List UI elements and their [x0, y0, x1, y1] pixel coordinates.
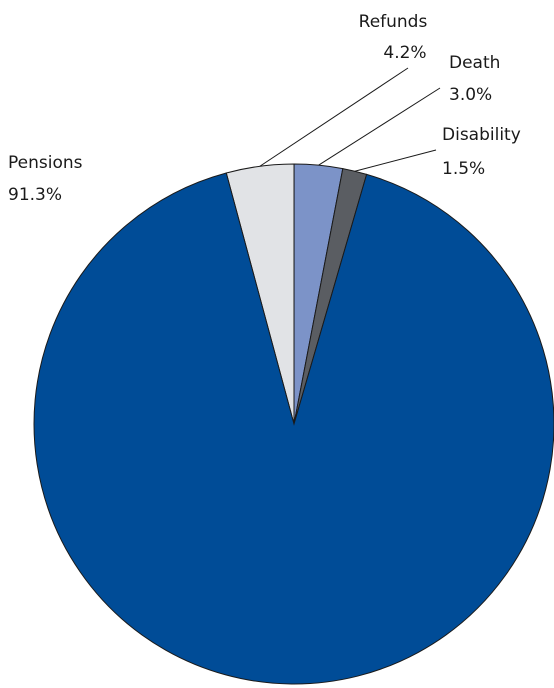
leader-line-disability — [354, 149, 437, 172]
slice-value-refunds: 4.2% — [383, 43, 426, 63]
slice-name-disability: Disability — [442, 125, 521, 145]
leader-line-death — [318, 87, 441, 166]
slice-label-pensions: Pensions 91.3% — [8, 153, 83, 205]
slice-value-disability: 1.5% — [442, 159, 485, 179]
slice-name-refunds: Refunds — [359, 12, 428, 32]
slice-name-death: Death — [449, 53, 500, 73]
slice-value-death: 3.0% — [449, 85, 492, 105]
slice-label-disability: Disability 1.5% — [442, 125, 521, 179]
leader-lines — [259, 67, 441, 172]
slice-value-pensions: 91.3% — [8, 185, 62, 205]
slice-label-refunds: Refunds 4.2% — [359, 12, 428, 63]
pie-slice-pensions — [33, 172, 554, 685]
slice-label-death: Death 3.0% — [449, 53, 500, 105]
slice-name-pensions: Pensions — [8, 153, 83, 173]
leader-line-refunds — [259, 67, 409, 167]
pie-slices — [33, 163, 554, 685]
